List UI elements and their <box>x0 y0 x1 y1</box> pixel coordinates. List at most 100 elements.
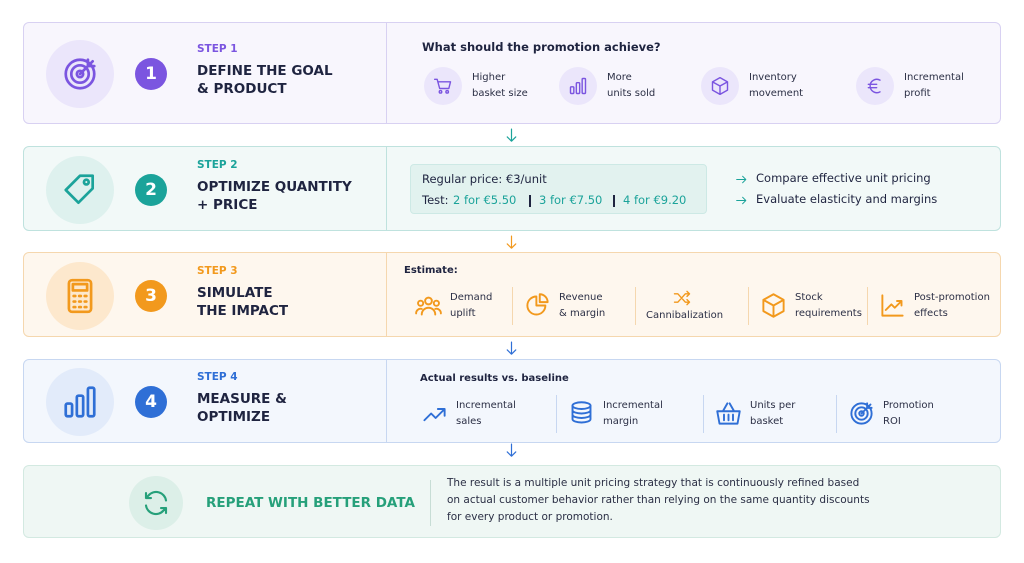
item-text: Inventory <box>749 72 797 83</box>
icon <box>423 408 446 422</box>
heading: Estimate: <box>404 265 458 276</box>
item-icon-bg <box>424 67 462 105</box>
bullet-arrow <box>736 175 747 184</box>
icon-circle <box>46 155 114 224</box>
icon <box>881 294 904 317</box>
item-text: basket <box>750 416 784 427</box>
item-text: & margin <box>559 308 606 319</box>
regular-price: Regular price: €3/unit <box>422 172 547 186</box>
icon <box>711 76 729 96</box>
item-separator <box>635 287 636 325</box>
item-text: Revenue <box>559 292 603 303</box>
item-text: ROI <box>883 416 901 427</box>
item-separator <box>867 287 868 325</box>
step-title: OPTIMIZE QUANTITY <box>197 178 352 195</box>
icon <box>433 78 452 94</box>
step-row: 2 STEP 2 OPTIMIZE QUANTITY + PRICE Regular p… <box>23 146 1001 231</box>
item-text: Incremental <box>456 400 516 411</box>
step-label: STEP 3 <box>197 264 238 277</box>
icon-circle <box>129 476 183 530</box>
icon <box>867 78 881 94</box>
repeat-title: REPEAT WITH BETTER DATA <box>206 495 415 511</box>
item-separator <box>512 287 513 325</box>
step-number: 1 <box>135 58 167 90</box>
step-label: STEP 2 <box>197 158 238 171</box>
icon-circle <box>46 368 114 436</box>
item-text: movement <box>749 88 804 99</box>
step-row: 3 STEP 3 SIMULATE THE IMPACT Estimate: Demand… <box>23 252 1001 337</box>
item-separator <box>703 395 704 433</box>
item-text: uplift <box>450 308 476 319</box>
bullet: Evaluate elasticity and margins <box>756 192 938 206</box>
item-text: effects <box>914 308 948 319</box>
step-title: MEASURE & <box>197 391 287 407</box>
step-title: SIMULATE <box>197 284 273 301</box>
item-text: Units per <box>750 400 796 411</box>
repeat-text: for every product or promotion. <box>447 511 613 523</box>
step-title: DEFINE THE GOAL <box>197 63 333 79</box>
item-icon-bg <box>559 67 597 105</box>
item-text: margin <box>603 416 639 427</box>
icon <box>415 296 442 316</box>
bullet: Compare effective unit pricing <box>756 171 931 185</box>
step-row: 1 STEP 1 DEFINE THE GOAL & PRODUCT What shou… <box>23 22 1001 124</box>
item-separator <box>556 395 557 433</box>
item-text: basket size <box>472 88 528 99</box>
step-icon <box>64 58 96 90</box>
test-option: 4 for €9.20 <box>623 193 687 207</box>
icon <box>526 293 549 316</box>
step-row: 4 STEP 4 MEASURE & OPTIMIZE Actual results v… <box>23 359 1001 443</box>
step-arrow <box>506 235 517 249</box>
step-number: 2 <box>135 173 167 206</box>
step-number: 4 <box>135 386 167 418</box>
step-arrow <box>506 443 517 457</box>
item-text: Post-promotion <box>914 292 990 303</box>
step-arrow <box>506 341 517 355</box>
icon <box>673 290 691 306</box>
item-text: Incremental <box>904 72 964 83</box>
step-number: 3 <box>135 279 167 312</box>
step-icon <box>64 173 95 204</box>
step-label: STEP 4 <box>197 371 238 383</box>
icon <box>571 401 592 424</box>
step-title: & PRODUCT <box>197 81 287 97</box>
item-separator <box>836 395 837 433</box>
icon <box>716 402 741 425</box>
step-icon <box>67 278 93 313</box>
price-box: Regular price: €3/unit Test: 2 for €5.50 3 … <box>410 164 707 214</box>
step-arrow <box>506 128 517 142</box>
option-separator <box>529 195 531 207</box>
item-text: Stock <box>795 292 823 303</box>
repeat-row: REPEAT WITH BETTER DATA The result is a m… <box>23 465 1001 538</box>
item-text: units sold <box>607 88 656 99</box>
step-title: THE IMPACT <box>197 302 289 319</box>
icon <box>850 402 873 425</box>
item-text: Promotion <box>883 400 934 411</box>
item-text: requirements <box>795 308 862 319</box>
heading: What should the promotion achieve? <box>422 40 661 54</box>
bullet-arrow <box>736 196 747 205</box>
item-text: Cannibalization <box>646 310 724 321</box>
icon <box>762 293 785 318</box>
test-option: 3 for €7.50 <box>539 193 603 207</box>
item-icon-bg <box>856 67 894 105</box>
icon <box>569 77 587 95</box>
item-text: Demand <box>450 292 493 303</box>
step-title: OPTIMIZE <box>197 409 271 425</box>
item-text: Incremental <box>603 400 663 411</box>
divider <box>386 253 387 336</box>
repeat-text: The result is a multiple unit pricing st… <box>447 477 860 489</box>
divider <box>386 147 387 230</box>
heading: Actual results vs. baseline <box>420 373 569 384</box>
repeat-icon <box>144 490 168 516</box>
step-title: + PRICE <box>197 196 258 213</box>
item-separator <box>748 287 749 325</box>
item-text: Higher <box>472 72 506 83</box>
repeat-text: on actual customer behavior rather than … <box>447 494 870 506</box>
divider <box>386 360 387 442</box>
option-separator <box>613 195 615 207</box>
divider <box>430 480 431 526</box>
item-text: profit <box>904 88 931 99</box>
step-icon <box>64 386 96 418</box>
